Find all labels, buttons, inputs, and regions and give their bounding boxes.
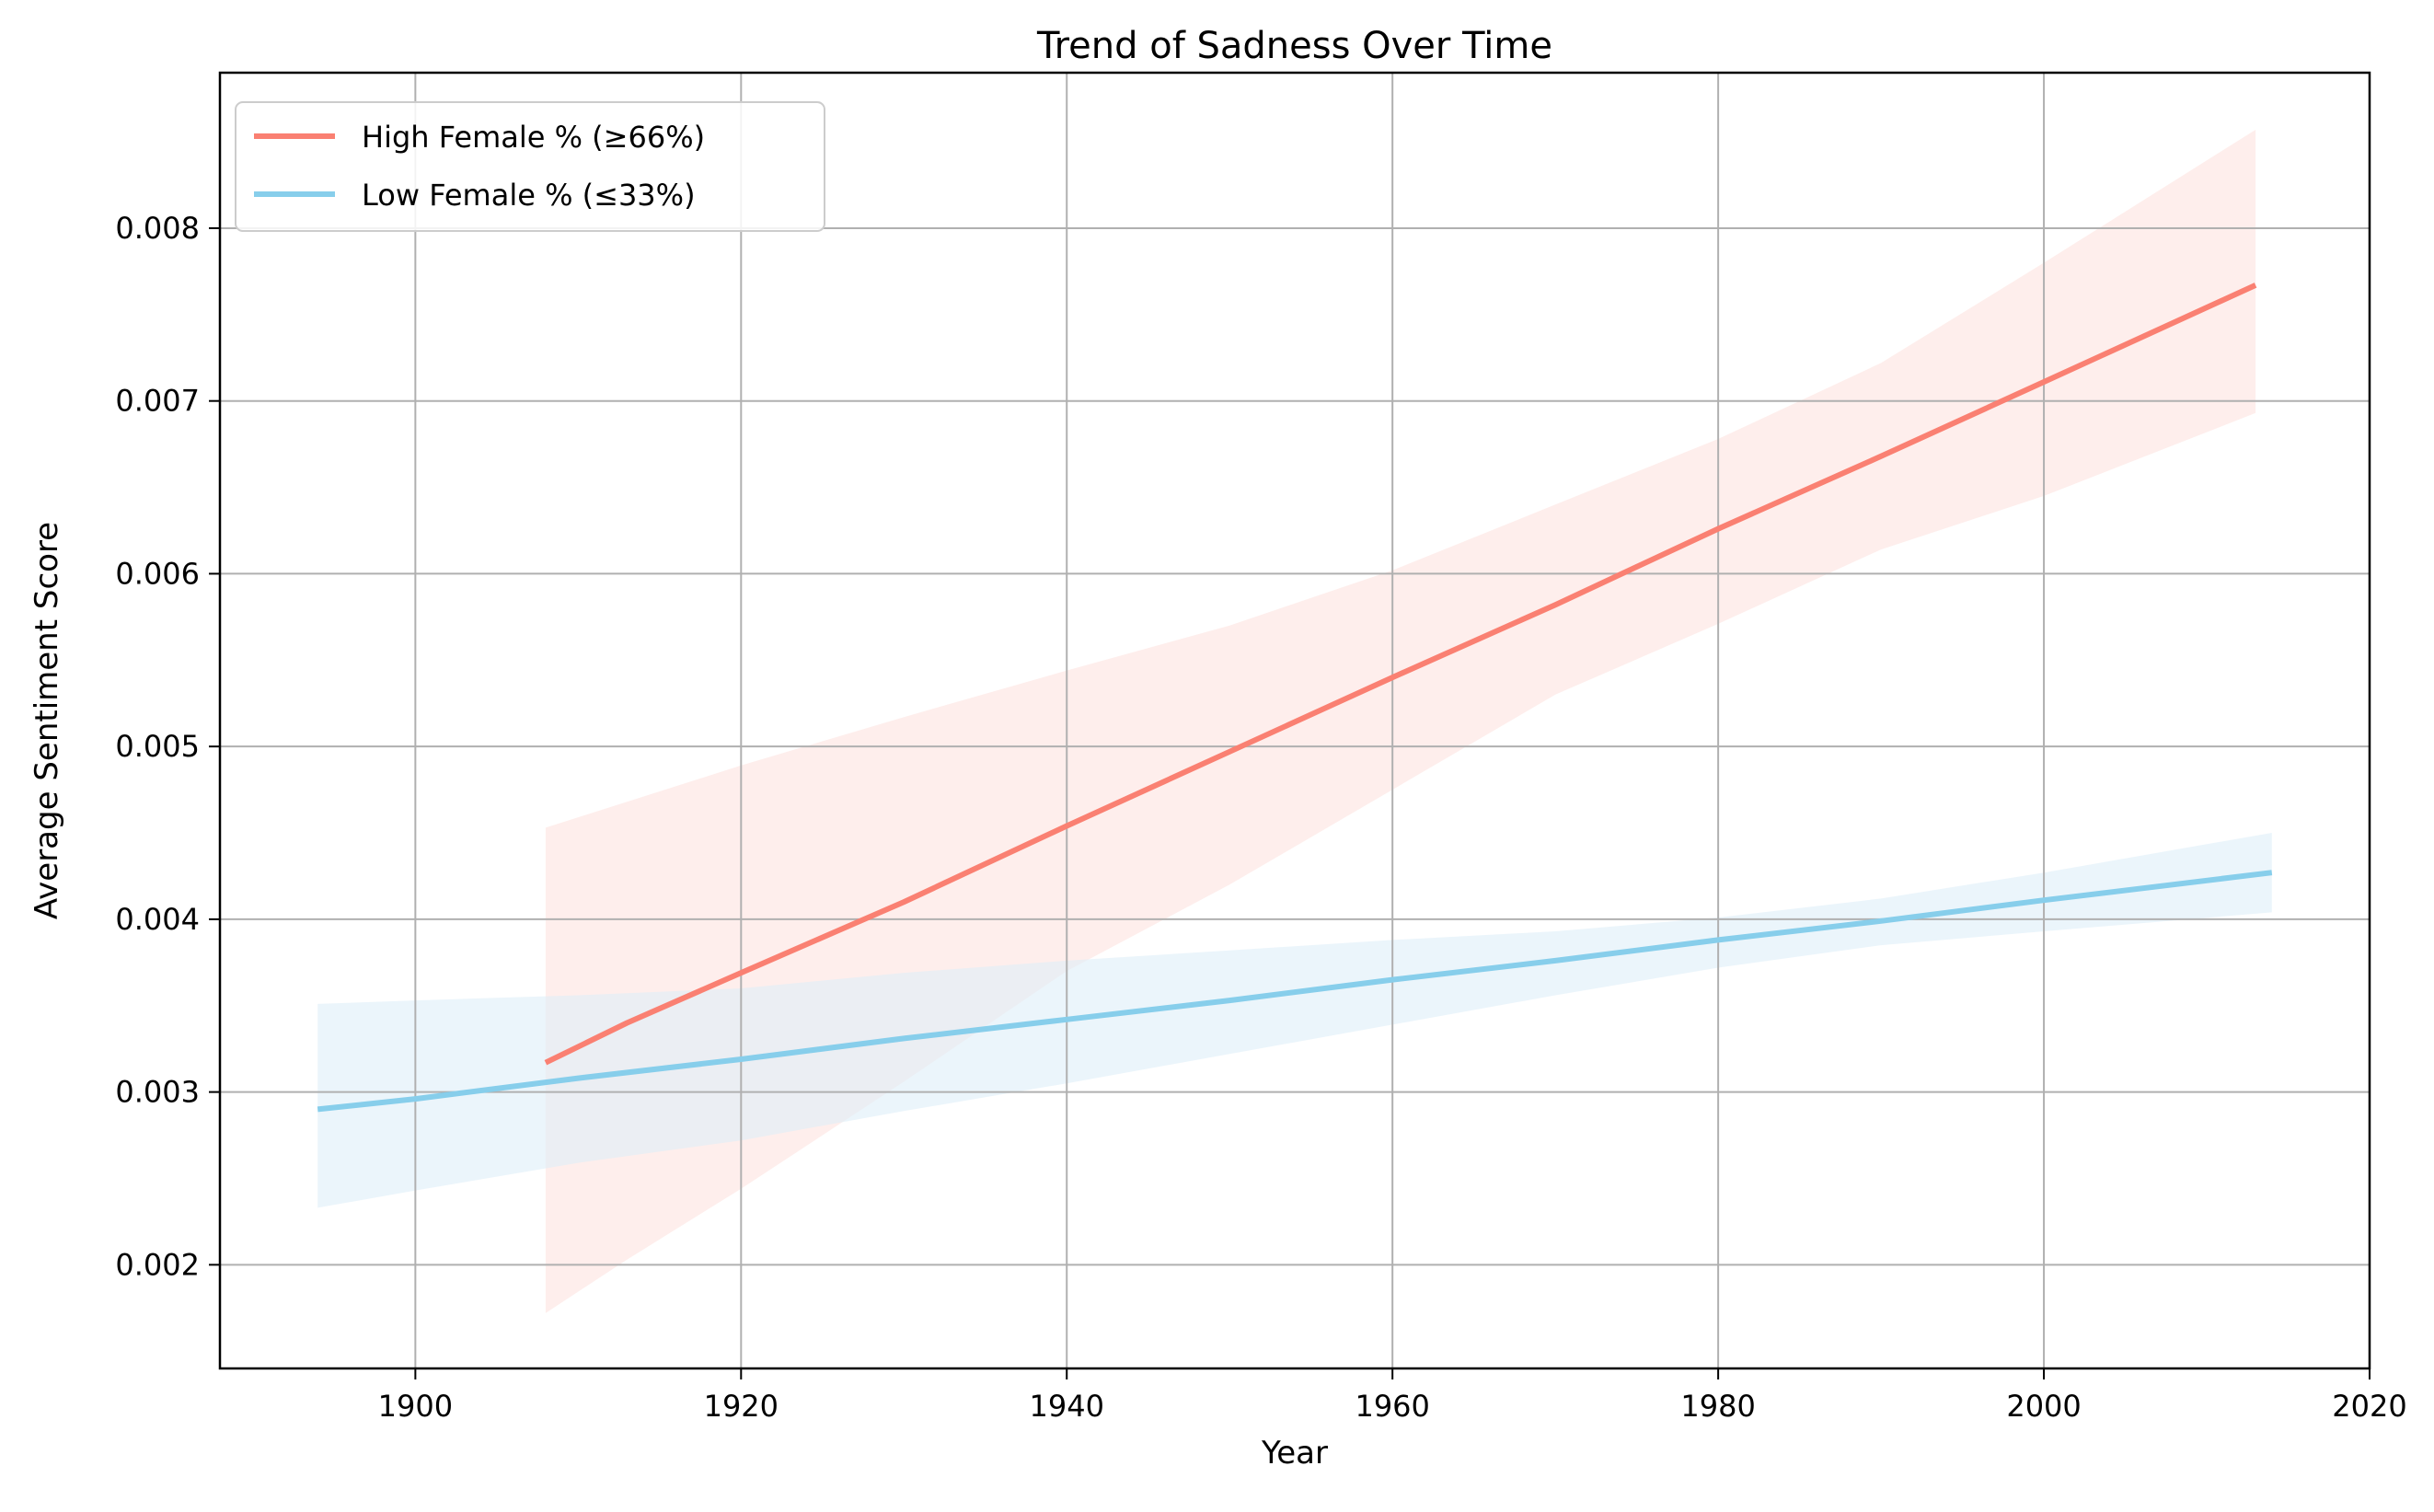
x-tick-label: 1900 — [378, 1389, 453, 1424]
legend-label-high-female: High Female % (≥66%) — [362, 120, 705, 155]
y-axis-ticks: 0.002 0.003 0.004 0.005 0.006 0.007 0.008 — [115, 211, 220, 1282]
x-tick-label: 1980 — [1680, 1389, 1755, 1424]
x-tick-label: 2000 — [2006, 1389, 2081, 1424]
series-line-high-female — [544, 283, 2257, 1066]
confidence-bands — [317, 130, 2272, 1313]
x-tick-label: 1940 — [1030, 1389, 1104, 1424]
y-tick-label: 0.002 — [115, 1247, 200, 1282]
x-tick-label: 1960 — [1355, 1389, 1429, 1424]
x-axis-label: Year — [1261, 1435, 1328, 1472]
chart-title: Trend of Sadness Over Time — [1036, 25, 1552, 67]
legend-box — [235, 101, 825, 232]
y-tick-label: 0.004 — [115, 902, 200, 937]
series-lines — [317, 283, 2273, 1113]
x-tick-label: 2020 — [2332, 1389, 2406, 1424]
y-tick-label: 0.003 — [115, 1075, 200, 1110]
series-line-low-female — [317, 870, 2273, 1113]
x-tick-label: 1920 — [704, 1389, 779, 1424]
confidence-band-low-female — [317, 833, 2272, 1208]
legend-label-low-female: Low Female % (≤33%) — [362, 178, 696, 213]
legend: High Female % (≥66%) Low Female % (≤33%) — [235, 101, 825, 232]
plot-frame — [218, 71, 2371, 1370]
y-axis-label: Average Sentiment Score — [29, 522, 65, 919]
y-tick-label: 0.006 — [115, 556, 200, 591]
x-axis-ticks: 1900 1920 1940 1960 1980 2000 2020 — [378, 1368, 2407, 1424]
y-tick-label: 0.005 — [115, 729, 200, 764]
y-tick-label: 0.008 — [115, 211, 200, 246]
y-tick-label: 0.007 — [115, 384, 200, 419]
